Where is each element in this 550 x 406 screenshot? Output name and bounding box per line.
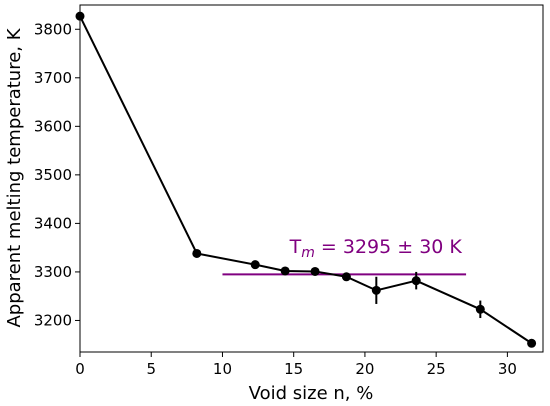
y-tick-label: 3400 — [34, 214, 72, 232]
y-tick-label: 3200 — [34, 311, 72, 329]
y-tick-label: 3600 — [34, 117, 72, 135]
x-tick-label: 25 — [427, 360, 446, 378]
data-point — [280, 266, 290, 276]
ticks: 0 5 10 15 20 25 30 3200 3300 3400 3500 3600 3700 3800 — [34, 20, 517, 378]
data-point — [527, 338, 537, 348]
x-tick-label: 15 — [284, 360, 303, 378]
y-tick-label: 3300 — [34, 263, 72, 281]
data-point — [341, 272, 351, 282]
data-point — [411, 276, 421, 286]
plot-area — [79, 4, 544, 353]
annotation-prefix: T — [289, 236, 302, 258]
x-tick-label: 20 — [355, 360, 374, 378]
x-tick-label: 0 — [75, 360, 85, 378]
data-point — [371, 285, 381, 295]
y-tick-label: 3500 — [34, 166, 72, 184]
annotation-subscript: m — [301, 245, 315, 261]
data-point — [475, 304, 485, 314]
x-tick-label: 10 — [213, 360, 232, 378]
data-point — [310, 266, 320, 276]
annotation-rest: = 3295 ± 30 K — [315, 236, 463, 258]
data-point — [192, 248, 202, 258]
series-layer — [75, 11, 537, 348]
x-tick-label: 5 — [146, 360, 156, 378]
data-point — [75, 11, 85, 21]
tm-annotation: Tm = 3295 ± 30 K — [289, 236, 463, 261]
data-point — [250, 260, 260, 270]
y-axis-label: Apparent melting temperature, K — [4, 27, 25, 327]
y-tick-label: 3800 — [34, 20, 72, 38]
x-tick-label: 30 — [498, 360, 517, 378]
y-tick-label: 3700 — [34, 69, 72, 87]
series-line — [79, 15, 533, 345]
x-axis-label: Void size n, % — [249, 383, 374, 404]
